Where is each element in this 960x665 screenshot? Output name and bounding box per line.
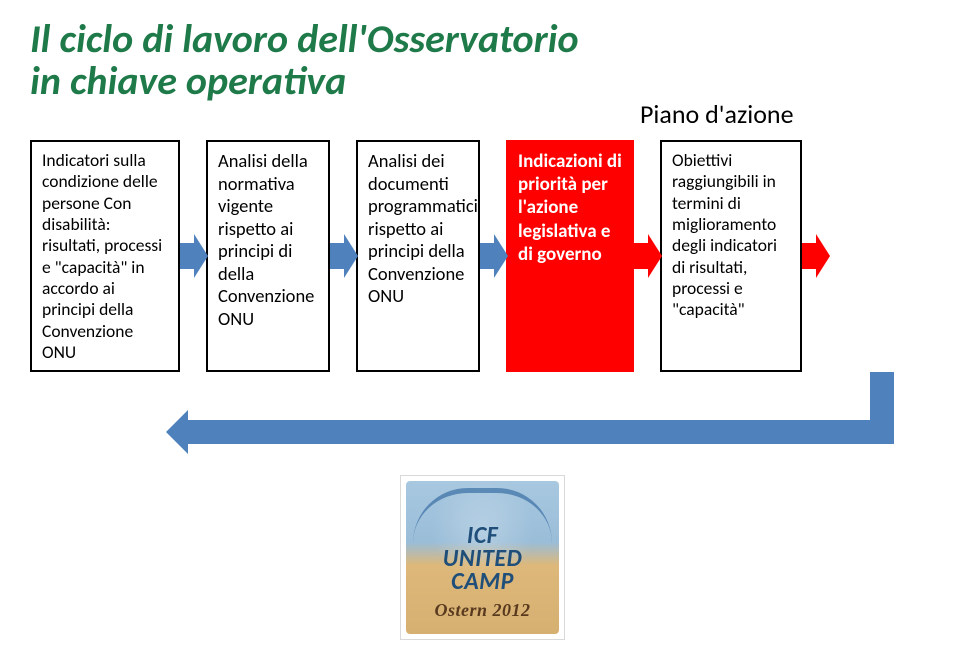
logo-text-year: Ostern 2012 — [401, 600, 564, 621]
flow-box-3: Indicazioni di priorità per l'azione leg… — [506, 140, 634, 372]
flow-box-1: Analisi della normativa vigente rispetto… — [206, 140, 330, 372]
flow-box-text: Analisi della normativa vigente rispetto… — [218, 150, 318, 331]
title-line-1: Il ciclo di lavoro dell'Osservatorio — [30, 18, 930, 60]
logo-image: ICF UNITED CAMP Ostern 2012 — [400, 475, 565, 640]
flow-arrow-2 — [480, 234, 506, 278]
flow-box-0: Indicatori sulla condizione delle person… — [30, 140, 180, 372]
flow-arrow-1 — [330, 234, 356, 278]
flow-box-text: Indicazioni di priorità per l'azione leg… — [518, 150, 622, 266]
feedback-arrowhead — [166, 410, 188, 454]
logo-text-camp: CAMP — [401, 567, 564, 596]
flow-box-text: Indicatori sulla condizione delle person… — [42, 150, 168, 363]
flow-arrow-3 — [634, 234, 660, 278]
flow-arrow-4 — [802, 234, 828, 278]
plan-label: Piano d'azione — [640, 98, 794, 130]
flow-box-2: Analisi dei documenti programmatici risp… — [356, 140, 480, 372]
flow-arrow-0 — [180, 234, 206, 278]
flow-box-4: Obiettivi raggiungibili in termini di mi… — [660, 140, 802, 372]
feedback-horizontal — [188, 420, 894, 444]
flow-box-text: Analisi dei documenti programmatici risp… — [368, 150, 468, 308]
title-line-2: in chiave operativa — [30, 60, 930, 102]
flow-box-text: Obiettivi raggiungibili in termini di mi… — [672, 150, 790, 321]
flow-row: Indicatori sulla condizione delle person… — [30, 140, 930, 372]
slide-title: Il ciclo di lavoro dell'Osservatorio in … — [0, 0, 960, 112]
